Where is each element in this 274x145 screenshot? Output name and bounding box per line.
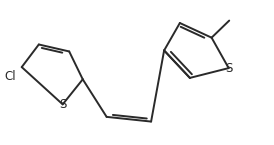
Text: S: S: [59, 98, 66, 111]
Text: Cl: Cl: [5, 70, 16, 83]
Text: S: S: [225, 62, 232, 75]
